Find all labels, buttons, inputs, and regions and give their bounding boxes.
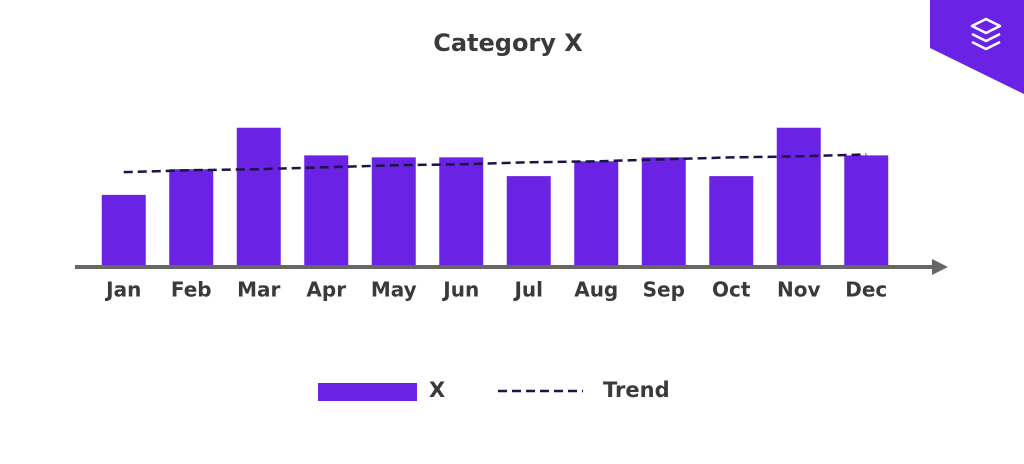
- bar: [169, 169, 214, 265]
- x-tick-label: Sep: [643, 278, 685, 302]
- legend-label: Trend: [603, 378, 670, 402]
- x-tick-label: Oct: [712, 278, 751, 302]
- bar: [371, 157, 416, 265]
- x-tick-label: Jun: [441, 278, 479, 302]
- x-tick-label: Mar: [237, 278, 280, 302]
- bar: [709, 176, 754, 265]
- bar: [439, 157, 484, 265]
- x-tick-label: Jan: [104, 278, 141, 302]
- bar: [574, 161, 619, 265]
- bar: [236, 127, 281, 265]
- chart-title: Category X: [433, 29, 583, 57]
- bar: [506, 176, 551, 265]
- bar: [776, 127, 821, 265]
- bar: [304, 155, 349, 265]
- legend-label: X: [429, 378, 445, 402]
- x-tick-label: Feb: [171, 278, 212, 302]
- bar: [641, 157, 686, 265]
- legend-swatch: [318, 383, 417, 401]
- bar: [101, 194, 146, 265]
- x-tick-label: May: [371, 278, 417, 302]
- axis-arrow: [932, 259, 948, 275]
- x-tick-label: Nov: [777, 278, 821, 302]
- x-tick-label: Jul: [512, 278, 543, 302]
- x-tick-label: Dec: [845, 278, 887, 302]
- x-tick-label: Aug: [574, 278, 618, 302]
- logo: [930, 0, 1024, 94]
- x-tick-label: Apr: [306, 278, 346, 302]
- bar: [844, 155, 889, 265]
- trend-line: [123, 153, 867, 174]
